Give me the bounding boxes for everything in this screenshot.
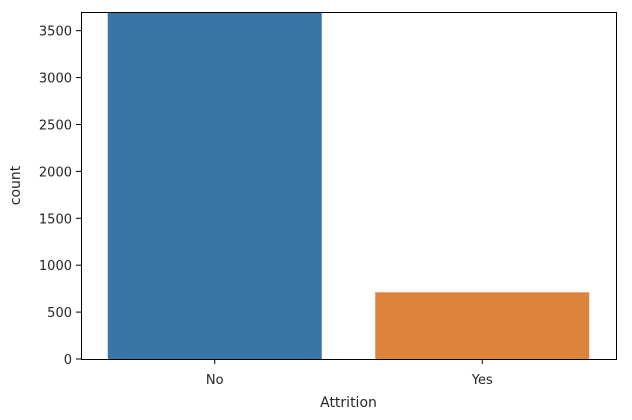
y-tick-label: 500: [47, 306, 72, 321]
x-tick-label: No: [206, 373, 224, 388]
y-axis-label: count: [8, 165, 24, 205]
plot-frame: [81, 12, 617, 360]
y-tick-label: 0: [64, 353, 72, 368]
y-tick-label: 3500: [39, 25, 72, 40]
y-tick-label: 3000: [39, 72, 72, 87]
y-tick-label: 1500: [39, 212, 72, 227]
bar-no: [107, 12, 322, 359]
y-tick-label: 2000: [39, 165, 72, 180]
x-axis: No Yes: [206, 359, 493, 388]
x-tick-label: Yes: [471, 373, 493, 388]
x-axis-label: Attrition: [320, 395, 377, 411]
y-axis: 0 500 1000 1500 2000 2500 3000 3500: [39, 25, 81, 368]
y-tick-label: 1000: [39, 259, 72, 274]
bars-group: [107, 12, 590, 359]
bar-yes: [375, 292, 590, 359]
y-tick-label: 2500: [39, 118, 72, 133]
